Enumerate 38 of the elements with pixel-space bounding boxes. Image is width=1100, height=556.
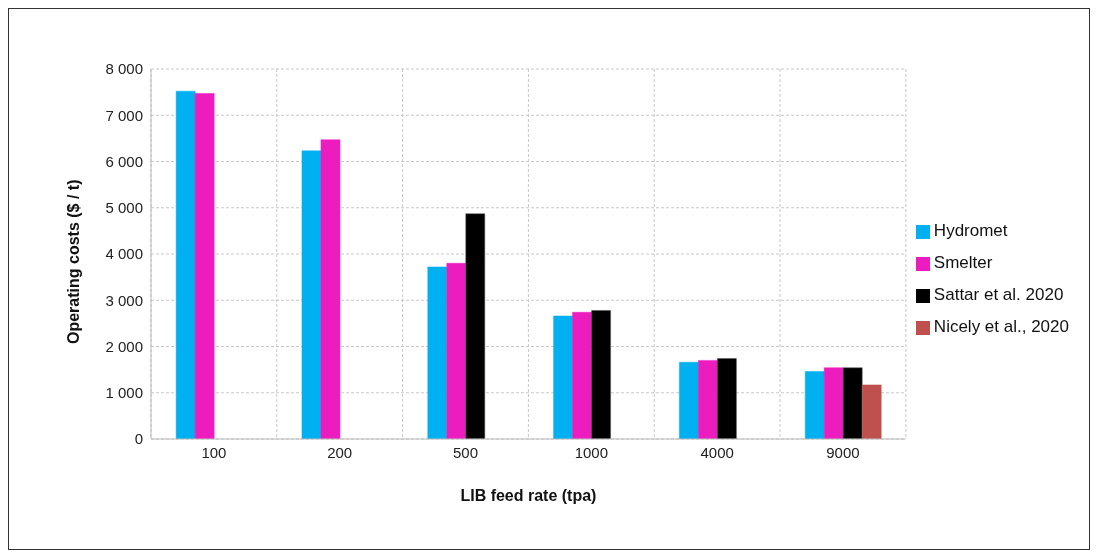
x-tick-label: 500	[453, 443, 479, 461]
legend-label: Smelter	[933, 253, 993, 272]
x-tick-label: 4000	[700, 443, 734, 461]
y-tick-label: 6 000	[105, 152, 143, 170]
y-tick-label: 0	[134, 430, 143, 448]
bar	[717, 358, 737, 439]
bar	[465, 213, 486, 439]
bar	[320, 139, 341, 439]
y-axis-title: Operating costs ($ / t)	[64, 179, 82, 344]
y-tick-label: 1 000	[105, 384, 143, 402]
bar	[301, 150, 322, 439]
x-tick-label: 1000	[574, 443, 609, 461]
legend-label: Sattar et al. 2020	[933, 285, 1064, 304]
bar	[553, 315, 573, 439]
bar	[194, 93, 215, 439]
y-tick-label: 4 000	[105, 245, 143, 263]
bar	[698, 360, 718, 439]
legend-label: Nicely et al., 2020	[933, 317, 1069, 336]
bar	[861, 384, 882, 439]
x-tick-label: 200	[327, 443, 353, 461]
bar	[823, 367, 844, 439]
y-tick-label: 8 000	[105, 60, 143, 78]
x-tick-label: 9000	[826, 443, 860, 461]
x-tick-label: 100	[201, 443, 227, 461]
bar	[572, 312, 592, 439]
y-tick-label: 2 000	[105, 337, 143, 355]
y-tick-label: 7 000	[105, 106, 143, 124]
bar	[804, 371, 825, 439]
bar	[175, 90, 196, 439]
y-tick-label: 5 000	[105, 199, 143, 217]
bar	[842, 367, 863, 439]
y-tick-label: 3 000	[105, 291, 143, 309]
bar	[446, 263, 467, 439]
bar	[591, 310, 611, 439]
x-axis-title: LIB feed rate (tpa)	[460, 487, 597, 504]
bar	[679, 361, 699, 439]
bar	[427, 266, 448, 439]
legend-label: Hydromet	[933, 221, 1008, 240]
